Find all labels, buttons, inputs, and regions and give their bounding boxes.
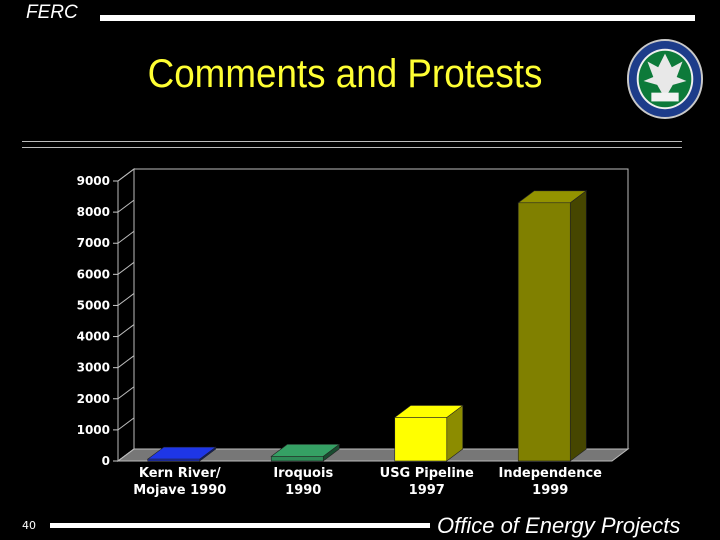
y-grid-diagonal: [117, 168, 135, 182]
office-name: Office of Energy Projects: [437, 513, 681, 538]
y-tick-label: 7000: [77, 236, 110, 250]
bar: [517, 202, 571, 462]
y-grid-diagonal: [117, 293, 135, 306]
bar-chart: 0 1000 2000 3000 4000 5000 6000 7000 8000 9000 Ker…: [77, 168, 630, 498]
y-tick-label: 2000: [77, 392, 110, 406]
ferc-seal-logo: [626, 39, 704, 119]
y-grid-diagonal: [117, 324, 135, 337]
y-tick-label: 8000: [77, 205, 110, 219]
x-category-label: 1997: [409, 483, 445, 498]
x-category-label: USG Pipeline: [380, 466, 474, 481]
bar: [270, 456, 324, 462]
y-grid-diagonal: [117, 261, 135, 275]
x-category-label: 1999: [532, 483, 568, 498]
y-grid-diagonal: [117, 386, 135, 400]
y-grid-diagonal: [117, 417, 135, 431]
y-tick-label: 4000: [77, 330, 110, 344]
y-tick-label: 1000: [77, 423, 110, 437]
bottom-rule: [50, 523, 430, 528]
chart-side-wall: [117, 168, 135, 462]
title-divider: [22, 141, 682, 148]
page-number: 40: [22, 519, 36, 532]
page-title: Comments and Protests: [147, 52, 543, 96]
y-grid-diagonal: [117, 230, 135, 244]
y-grid-diagonal: [117, 448, 135, 462]
y-tick-label: 6000: [77, 267, 110, 281]
y-grid-diagonal: [117, 355, 135, 369]
x-category-label: 1990: [285, 483, 321, 498]
bar: [394, 417, 448, 462]
x-category-label: Independence: [499, 466, 603, 481]
x-category-label: Iroquois: [273, 466, 333, 481]
top-rule: [100, 15, 695, 21]
bar-side: [569, 190, 587, 462]
y-tick-label: 9000: [77, 174, 110, 188]
x-category-label: Mojave 1990: [133, 483, 226, 498]
bar: [147, 458, 201, 462]
x-category-label: Kern River/: [139, 466, 221, 481]
brand-label: FERC: [26, 2, 78, 23]
y-tick-label: 3000: [77, 361, 110, 375]
y-tick-label: 5000: [77, 298, 110, 312]
y-tick-label: 0: [102, 454, 110, 468]
y-grid-diagonal: [117, 199, 135, 213]
